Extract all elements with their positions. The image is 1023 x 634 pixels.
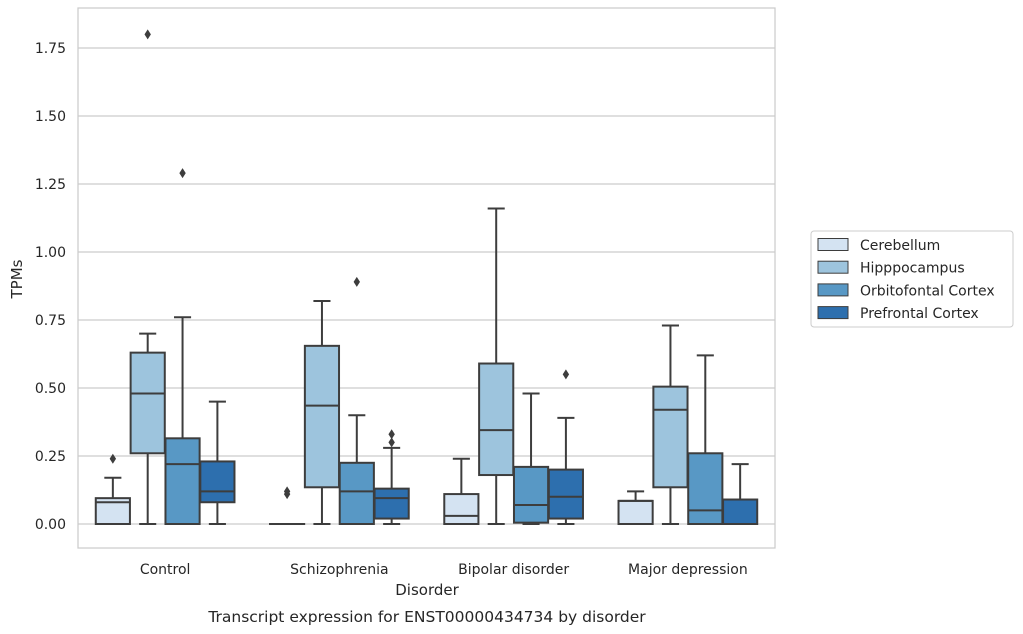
x-tick-label: Bipolar disorder — [458, 562, 569, 578]
y-tick-label: 0.25 — [35, 449, 66, 465]
y-tick-label: 0.50 — [35, 381, 66, 397]
outlier-point — [283, 486, 291, 497]
legend-swatch — [817, 306, 849, 320]
x-axis-ticks: Control Schizophrenia Bipolar disorder Majo… — [140, 562, 748, 578]
legend-label: Prefrontal Cortex — [860, 306, 979, 322]
legend: Cerebellum Hipppocampus Orbitofontal Corte… — [810, 230, 1014, 328]
box-iqr — [547, 468, 584, 520]
legend-swatch — [817, 283, 849, 297]
legend-swatch — [817, 238, 849, 251]
legend-label: Cerebellum — [860, 238, 940, 254]
x-tick-label: Major depression — [628, 562, 748, 578]
plot-area-frame — [77, 7, 776, 549]
box-iqr — [687, 452, 724, 525]
y-tick-label: 0.75 — [35, 313, 66, 329]
box-iqr — [512, 465, 550, 524]
box-iqr — [373, 487, 410, 520]
y-axis-label: TPMs — [8, 259, 26, 299]
box-iqr — [129, 351, 166, 455]
outlier-point — [179, 168, 186, 179]
y-tick-label: 1.25 — [35, 177, 66, 193]
y-tick-label: 0.00 — [35, 517, 66, 533]
x-tick-label: Control — [140, 562, 191, 578]
legend-frame — [810, 230, 1014, 328]
x-tick-label: Schizophrenia — [290, 562, 388, 578]
outlier-point — [388, 429, 395, 440]
series-hipppocampus — [129, 29, 689, 525]
y-tick-label: 1.00 — [35, 245, 66, 261]
outlier-point — [109, 453, 117, 464]
x-axis-label: Disorder — [395, 581, 459, 599]
outlier-point — [144, 29, 151, 40]
box-iqr — [338, 461, 375, 525]
box-iqr — [443, 493, 480, 525]
series-prefrontal-cortex — [199, 369, 759, 525]
y-tick-label: 1.50 — [35, 109, 66, 125]
box-iqr — [164, 437, 201, 526]
legend-label: Hipppocampus — [860, 261, 965, 277]
legend-swatch — [817, 260, 849, 274]
box-iqr — [199, 460, 236, 504]
series-cerebellum — [94, 453, 654, 526]
outlier-point — [562, 369, 570, 380]
box-iqr — [722, 498, 759, 525]
box-series — [94, 29, 759, 526]
y-tick-label: 1.75 — [35, 41, 66, 57]
box-iqr — [617, 499, 654, 526]
box-iqr — [303, 344, 341, 489]
outlier-point — [388, 437, 395, 448]
series-orbitofontal-cortex — [164, 168, 724, 526]
box-iqr — [478, 362, 515, 477]
outlier-point — [353, 276, 360, 287]
box-iqr — [652, 385, 689, 489]
chart-title: Transcript expression for ENST0000043473… — [207, 608, 646, 626]
legend-label: Orbitofontal Cortex — [860, 283, 995, 299]
y-axis-ticks: 0.00 0.25 0.50 0.75 1.00 1.25 1.50 1.75 — [35, 41, 66, 533]
